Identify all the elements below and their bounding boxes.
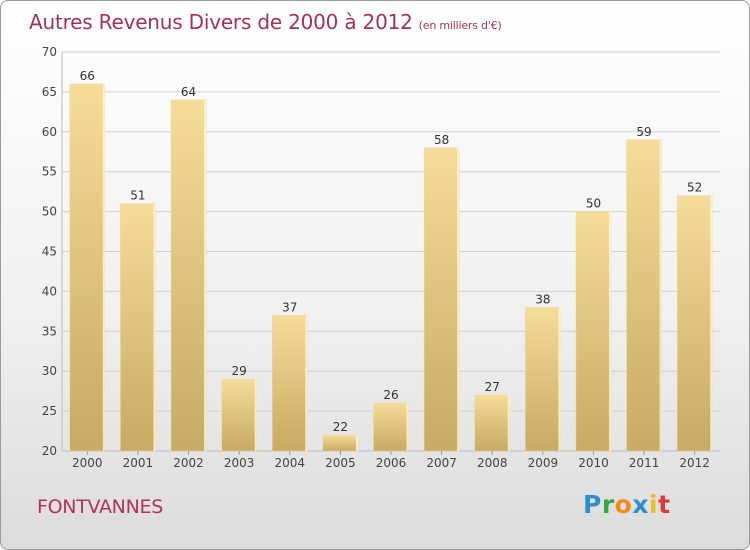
- data-label: 52: [687, 181, 702, 195]
- data-label: 26: [383, 388, 398, 402]
- x-tick-label: 2001: [123, 456, 154, 470]
- chart-subtitle: (en milliers d'€): [418, 19, 502, 32]
- x-tick-label: 2007: [426, 456, 457, 470]
- bar-2000: [69, 83, 106, 452]
- x-tick-label: 2003: [224, 456, 255, 470]
- x-tick-label: 2012: [679, 456, 710, 470]
- data-label: 59: [636, 125, 651, 139]
- logo-letter: r: [601, 490, 615, 519]
- y-tick-label: 55: [42, 165, 57, 179]
- data-label: 66: [80, 69, 95, 83]
- chart-title: Autres Revenus Divers de 2000 à 2012 (en …: [29, 10, 502, 34]
- logo-letter: t: [658, 490, 671, 519]
- y-tick-label: 65: [42, 85, 57, 99]
- chart-title-text: Autres Revenus Divers de 2000 à 2012: [29, 10, 413, 34]
- y-tick-label: 60: [42, 125, 57, 139]
- y-tick-label: 30: [42, 364, 57, 378]
- data-label: 37: [282, 300, 297, 314]
- bar-highlight: [507, 395, 510, 451]
- data-labels: 66 51 64 29 37 22 26 58 27 38 50 59 52: [80, 69, 703, 434]
- bar-highlight: [355, 435, 358, 451]
- y-tick-label: 25: [42, 404, 57, 418]
- bar-2007: [423, 147, 460, 452]
- bar-highlight: [406, 403, 409, 451]
- bar-highlight: [153, 203, 156, 451]
- y-tick-label: 70: [42, 45, 57, 59]
- bar-2003: [221, 378, 257, 452]
- y-tick-label: 20: [42, 444, 57, 458]
- x-tick-label: 2004: [274, 456, 305, 470]
- y-tick-label: 35: [42, 324, 57, 338]
- data-label: 50: [586, 197, 601, 211]
- commune-name: FONTVANNES: [37, 496, 163, 518]
- bar-2004: [272, 315, 308, 452]
- x-tick-label: 2006: [376, 456, 407, 470]
- data-label: 29: [232, 364, 247, 378]
- y-tick-label: 45: [42, 245, 57, 259]
- logo-letter: x: [632, 490, 649, 519]
- bar-highlight: [659, 139, 662, 451]
- bars: [69, 83, 713, 452]
- data-label: 22: [333, 420, 348, 434]
- bar-2010: [575, 211, 612, 452]
- x-tick-label: 2009: [528, 456, 559, 470]
- bar-2005: [322, 434, 359, 452]
- x-tick-label: 2011: [629, 456, 660, 470]
- bar-highlight: [457, 147, 460, 451]
- bar-highlight: [102, 83, 105, 452]
- bar-highlight: [710, 195, 713, 451]
- x-tick-label: 2005: [325, 456, 356, 470]
- proxiti-logo: Proxit: [583, 490, 671, 519]
- data-label: 51: [130, 189, 145, 203]
- bar-2006: [373, 402, 409, 452]
- y-tick-label: 40: [42, 284, 57, 298]
- logo-letter: P: [583, 490, 602, 519]
- bar-highlight: [204, 99, 207, 451]
- y-tick-label: 50: [42, 205, 57, 219]
- bar-highlight: [254, 379, 257, 451]
- x-tick-label: 2010: [578, 456, 609, 470]
- x-tick-label: 2002: [173, 456, 204, 470]
- bar-highlight: [558, 307, 561, 451]
- data-label: 58: [434, 133, 449, 147]
- data-label: 27: [485, 380, 500, 394]
- bar-2011: [626, 139, 662, 452]
- data-label: 64: [181, 85, 196, 99]
- bar-2008: [474, 394, 510, 452]
- x-axis-ticks: 2000 2001 2002 2003 2004 2005 2006 2007 2008 2009…: [72, 451, 710, 470]
- logo-letter: o: [614, 490, 633, 519]
- bar-2012: [676, 195, 713, 452]
- bar-2002: [170, 99, 207, 452]
- bar-highlight: [608, 211, 611, 451]
- bar-2001: [120, 203, 156, 452]
- logo-letter: i: [649, 490, 659, 519]
- y-axis-ticks: 20 25 30 35 40 45 50 55 60 65 70: [42, 45, 57, 458]
- x-tick-label: 2000: [72, 456, 103, 470]
- x-tick-label: 2008: [477, 456, 508, 470]
- bar-2009: [525, 307, 561, 452]
- data-label: 38: [535, 292, 550, 306]
- bar-highlight: [305, 315, 308, 451]
